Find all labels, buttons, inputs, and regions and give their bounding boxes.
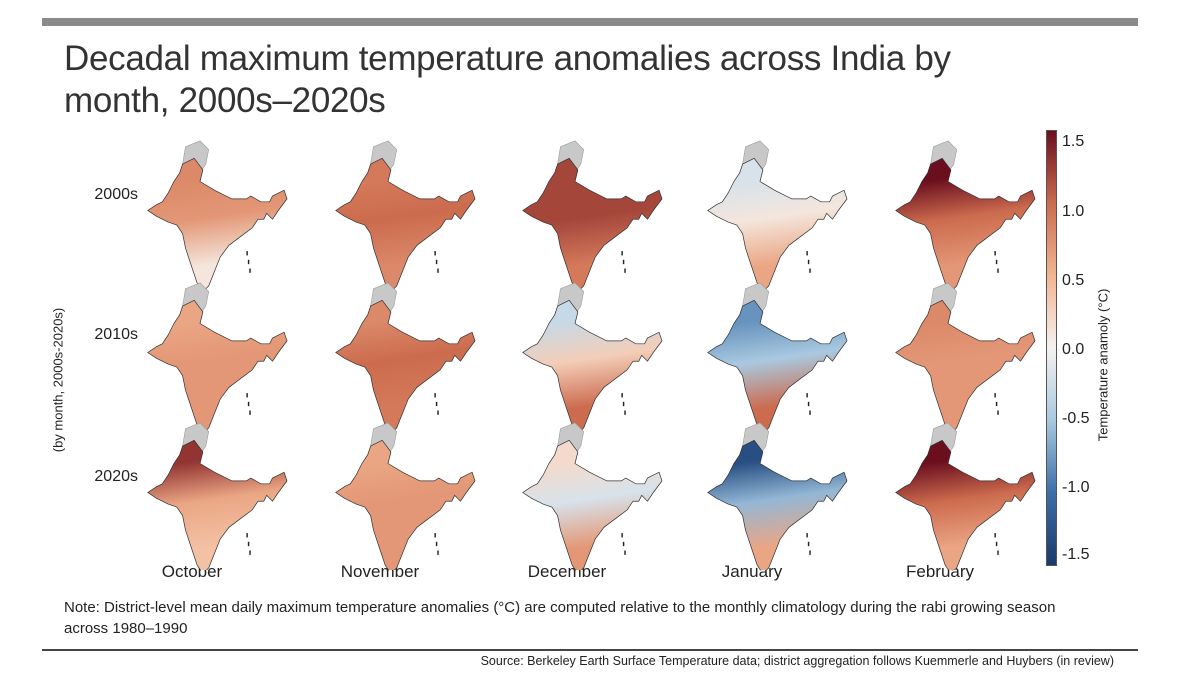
map-2020s-october bbox=[147, 422, 288, 570]
island-mark bbox=[246, 393, 248, 398]
map-2010s-november bbox=[335, 282, 476, 435]
map-2000s-december bbox=[522, 140, 663, 293]
colorbar-tick: 1.0 bbox=[1062, 203, 1085, 220]
map-2010s-february bbox=[895, 282, 1036, 435]
district-anomaly-fill bbox=[895, 157, 1036, 293]
island-mark bbox=[434, 533, 436, 538]
top-accent-bar bbox=[42, 18, 1138, 26]
row-label-2010s: 2010s bbox=[94, 326, 138, 343]
island-mark bbox=[437, 268, 439, 273]
island-mark bbox=[807, 259, 810, 265]
island-mark bbox=[624, 550, 626, 555]
island-mark bbox=[434, 251, 436, 256]
island-mark bbox=[997, 550, 999, 555]
island-mark bbox=[806, 533, 808, 538]
district-anomaly-fill bbox=[895, 299, 1036, 435]
colorbar-label: Temperature anamoly (°C) bbox=[1095, 288, 1111, 442]
island-mark bbox=[434, 393, 436, 398]
island-mark bbox=[435, 541, 438, 547]
map-2010s-december bbox=[522, 282, 663, 435]
island-mark bbox=[806, 251, 808, 256]
footnote: Note: District-level mean daily maximum … bbox=[64, 599, 1056, 637]
map-2000s-november bbox=[335, 140, 476, 293]
island-mark bbox=[249, 550, 251, 555]
colorbar-tick: -1.5 bbox=[1062, 546, 1090, 563]
colorbar-tick: 0.0 bbox=[1062, 341, 1085, 358]
island-mark bbox=[437, 550, 439, 555]
colorbar-tick: -0.5 bbox=[1062, 410, 1090, 427]
island-mark bbox=[621, 251, 623, 256]
island-mark bbox=[624, 268, 626, 273]
colorbar-tick: 0.5 bbox=[1062, 272, 1085, 289]
island-mark bbox=[809, 268, 811, 273]
map-2020s-january bbox=[707, 422, 848, 570]
district-anomaly-fill bbox=[707, 299, 848, 435]
island-mark bbox=[249, 410, 251, 415]
island-mark bbox=[246, 533, 248, 538]
island-mark bbox=[807, 541, 810, 547]
map-2020s-february bbox=[895, 422, 1036, 570]
island-mark bbox=[621, 393, 623, 398]
island-mark bbox=[809, 550, 811, 555]
island-mark bbox=[994, 393, 996, 398]
district-anomaly-fill bbox=[335, 299, 476, 435]
row-label-2020s: 2020s bbox=[94, 468, 138, 485]
divider bbox=[42, 649, 1138, 651]
colorbar-tick: -1.0 bbox=[1062, 479, 1090, 496]
row-label-2000s: 2000s bbox=[94, 186, 138, 203]
island-mark bbox=[437, 410, 439, 415]
district-anomaly-fill bbox=[522, 439, 663, 570]
district-anomaly-fill bbox=[707, 439, 848, 570]
island-mark bbox=[809, 410, 811, 415]
island-mark bbox=[247, 259, 250, 265]
map-2000s-october bbox=[147, 140, 288, 293]
island-mark bbox=[807, 401, 810, 407]
map-2020s-december bbox=[522, 422, 663, 570]
district-anomaly-fill bbox=[522, 157, 663, 293]
district-anomaly-fill bbox=[147, 439, 288, 570]
district-anomaly-fill bbox=[335, 439, 476, 570]
map-2000s-january bbox=[707, 140, 848, 293]
island-mark bbox=[624, 410, 626, 415]
district-anomaly-fill bbox=[895, 439, 1036, 570]
colorbar bbox=[1046, 130, 1057, 566]
colorbar-tick: 1.5 bbox=[1062, 133, 1085, 150]
island-mark bbox=[997, 410, 999, 415]
source-credit: Source: Berkeley Earth Surface Temperatu… bbox=[480, 654, 1114, 668]
island-mark bbox=[806, 393, 808, 398]
district-anomaly-fill bbox=[147, 157, 288, 293]
island-mark bbox=[622, 541, 625, 547]
island-mark bbox=[994, 251, 996, 256]
island-mark bbox=[435, 259, 438, 265]
column-label-december: December bbox=[527, 562, 607, 581]
map-2010s-october bbox=[147, 282, 288, 435]
island-mark bbox=[995, 541, 998, 547]
island-mark bbox=[247, 541, 250, 547]
column-label-november: November bbox=[340, 562, 420, 581]
district-anomaly-fill bbox=[147, 299, 288, 435]
island-mark bbox=[995, 259, 998, 265]
island-mark bbox=[435, 401, 438, 407]
district-anomaly-fill bbox=[707, 157, 848, 293]
map-2000s-february bbox=[895, 140, 1036, 293]
island-mark bbox=[246, 251, 248, 256]
chart-title: Decadal maximum temperature anomalies ac… bbox=[64, 39, 951, 120]
district-anomaly-fill bbox=[335, 157, 476, 293]
map-2020s-november bbox=[335, 422, 476, 570]
map-2010s-january bbox=[707, 282, 848, 435]
map-grid bbox=[147, 140, 1036, 570]
district-anomaly-fill bbox=[522, 299, 663, 435]
island-mark bbox=[247, 401, 250, 407]
island-mark bbox=[997, 268, 999, 273]
island-mark bbox=[622, 401, 625, 407]
island-mark bbox=[994, 533, 996, 538]
island-mark bbox=[995, 401, 998, 407]
island-mark bbox=[249, 268, 251, 273]
island-mark bbox=[622, 259, 625, 265]
island-mark bbox=[621, 533, 623, 538]
